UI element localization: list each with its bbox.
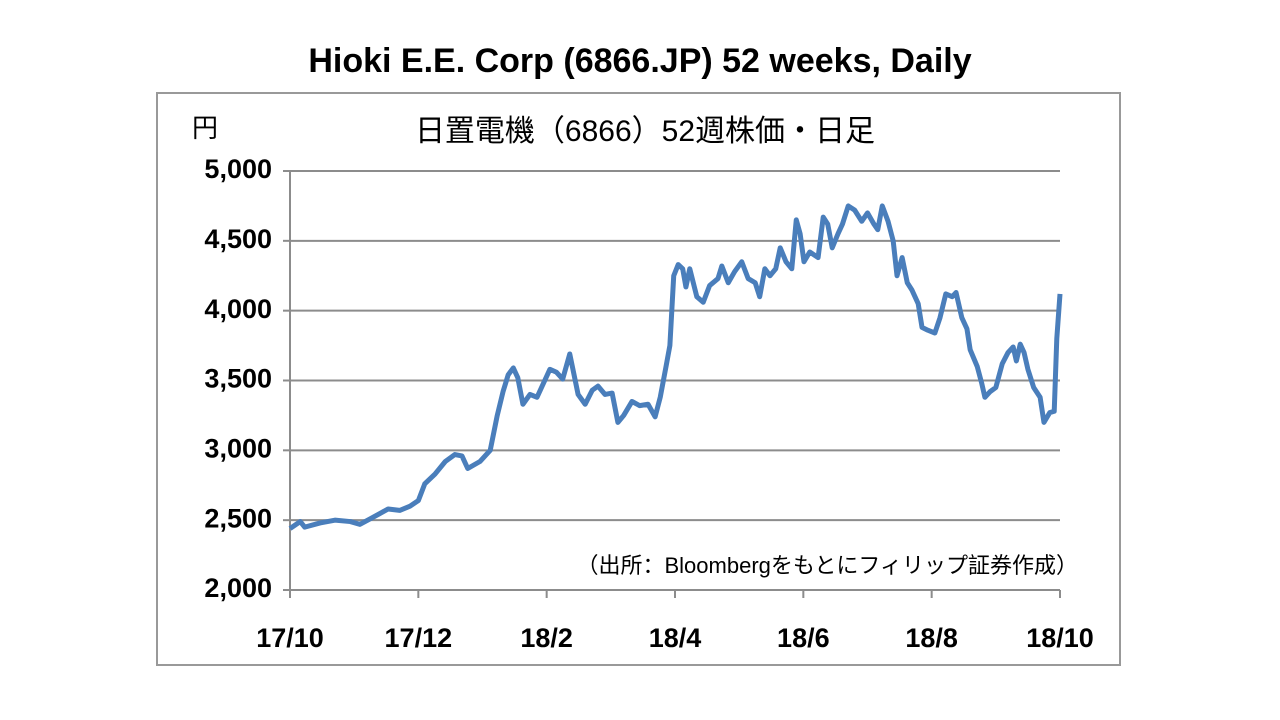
x-tick-label: 18/10 bbox=[1026, 623, 1094, 653]
x-tick-label: 17/10 bbox=[256, 623, 324, 653]
y-tick-label: 2,500 bbox=[204, 503, 272, 533]
y-tick-label: 3,000 bbox=[204, 433, 272, 463]
x-tick-label: 17/12 bbox=[385, 623, 453, 653]
y-tick-label: 2,000 bbox=[204, 573, 272, 603]
x-tick-label: 18/6 bbox=[777, 623, 830, 653]
y-axis-label: 円 bbox=[192, 113, 218, 143]
annotation: （出所：Bloombergをもとにフィリップ証券作成） bbox=[576, 553, 1078, 578]
y-tick-label: 3,500 bbox=[204, 364, 272, 394]
x-tick-label: 18/4 bbox=[649, 623, 702, 653]
x-tick-label: 18/2 bbox=[520, 623, 573, 653]
chart-frame bbox=[156, 92, 1121, 666]
price-line bbox=[288, 203, 1063, 531]
chart-subtitle: 日置電機（6866）52週株価・日足 bbox=[415, 115, 875, 148]
chart-title: Hioki E.E. Corp (6866.JP) 52 weeks, Dail… bbox=[308, 42, 971, 80]
y-tick-label: 4,500 bbox=[204, 224, 272, 254]
x-tick-label: 18/8 bbox=[905, 623, 958, 653]
y-tick-label: 4,000 bbox=[204, 294, 272, 324]
y-tick-label: 5,000 bbox=[204, 154, 272, 184]
